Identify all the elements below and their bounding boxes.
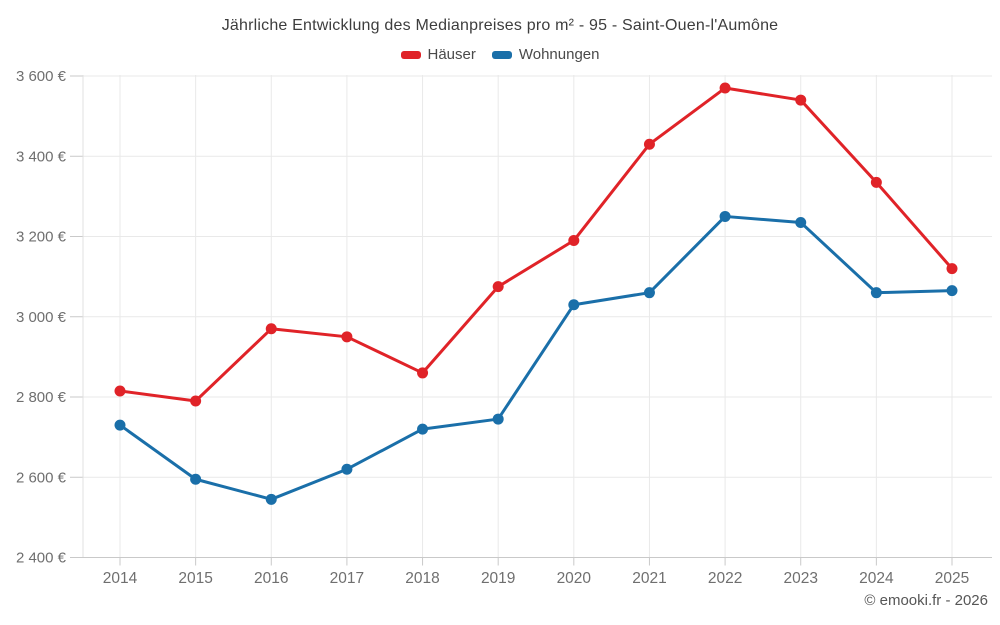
- data-point[interactable]: [341, 463, 353, 475]
- x-tick-label: 2014: [103, 570, 138, 587]
- x-tick-label: 2023: [783, 570, 817, 587]
- data-point[interactable]: [417, 423, 429, 435]
- y-axis-labels: 2 400 € 2 600 € 2 800 € 3 000 € 3 200 € 3 400…: [16, 68, 67, 567]
- x-tick-label: 2024: [859, 570, 894, 587]
- data-point[interactable]: [946, 263, 958, 275]
- x-tick-label: 2019: [481, 570, 515, 587]
- data-point[interactable]: [417, 367, 429, 379]
- chart-title: Jährliche Entwicklung des Medianpreises …: [221, 17, 779, 34]
- y-tick-label: 3 400 €: [16, 148, 67, 165]
- data-point[interactable]: [114, 419, 126, 431]
- series-line: [118, 86, 954, 403]
- data-point[interactable]: [568, 299, 580, 311]
- legend-marker-icon: [400, 50, 421, 59]
- x-tick-label: 2015: [178, 570, 212, 587]
- data-point[interactable]: [190, 395, 202, 407]
- x-axis-labels: 2014 2015 2016 2017 2018 2019 2020 2021 2022 2023…: [103, 570, 969, 587]
- x-tick-label: 2022: [708, 570, 742, 587]
- x-tick-label: 2016: [254, 570, 288, 587]
- data-point[interactable]: [870, 176, 882, 188]
- data-point[interactable]: [719, 82, 731, 94]
- data-point[interactable]: [870, 287, 882, 299]
- data-point[interactable]: [190, 473, 202, 485]
- series-line: [118, 214, 954, 501]
- axes: [70, 75, 992, 566]
- legend-label: Wohnungen: [518, 46, 600, 63]
- gridlines: [83, 75, 992, 558]
- chart-legend: Häuser Wohnungen: [0, 46, 1000, 63]
- attribution-text: © emooki.fr - 2026: [864, 592, 988, 609]
- data-point[interactable]: [643, 287, 655, 299]
- x-tick-label: 2021: [632, 570, 666, 587]
- data-point[interactable]: [568, 235, 580, 247]
- data-point[interactable]: [795, 216, 807, 228]
- data-point[interactable]: [265, 323, 277, 335]
- y-tick-label: 2 600 €: [16, 469, 67, 486]
- data-point[interactable]: [341, 331, 353, 343]
- x-tick-label: 2017: [330, 570, 364, 587]
- legend-item-haeuser[interactable]: Häuser: [400, 46, 476, 63]
- x-tick-label: 2025: [935, 570, 969, 587]
- series-haeuser: [114, 82, 958, 407]
- data-point[interactable]: [795, 94, 807, 106]
- data-point[interactable]: [265, 493, 277, 505]
- x-tick-label: 2018: [405, 570, 439, 587]
- y-tick-label: 3 000 €: [16, 309, 67, 326]
- y-tick-label: 2 800 €: [16, 389, 67, 406]
- data-point[interactable]: [492, 281, 504, 293]
- legend-marker-icon: [491, 50, 512, 59]
- data-point[interactable]: [946, 285, 958, 297]
- series-wohnungen: [114, 210, 958, 505]
- y-tick-label: 2 400 €: [16, 550, 67, 567]
- data-point[interactable]: [492, 413, 504, 425]
- y-tick-label: 3 600 €: [16, 68, 67, 85]
- legend-item-wohnungen[interactable]: Wohnungen: [491, 46, 600, 63]
- x-tick-label: 2020: [557, 570, 592, 587]
- data-point[interactable]: [114, 385, 126, 397]
- y-tick-label: 3 200 €: [16, 229, 67, 246]
- legend-label: Häuser: [427, 46, 476, 63]
- data-point[interactable]: [643, 138, 655, 150]
- data-point[interactable]: [719, 210, 731, 222]
